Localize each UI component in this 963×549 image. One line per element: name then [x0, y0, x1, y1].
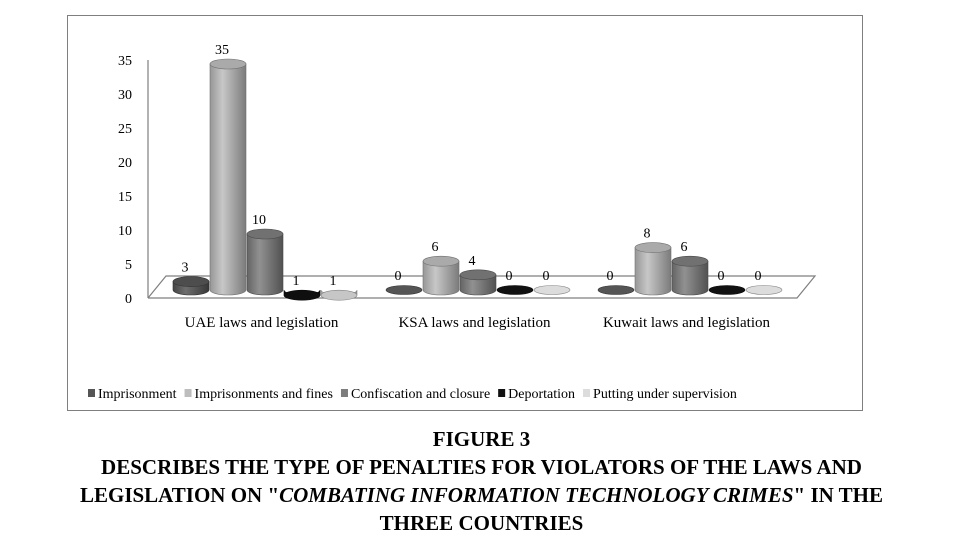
bar-top [320, 289, 358, 301]
legend-swatch [184, 389, 192, 397]
legend-label: Deportation [508, 387, 575, 402]
data-label: 3 [182, 261, 189, 276]
bar-top [634, 242, 672, 253]
bar [496, 285, 534, 295]
legend-label: Imprisonment [98, 387, 177, 402]
data-label: 0 [755, 269, 762, 284]
y-tick-label: 5 [125, 258, 132, 273]
bar-top [671, 255, 709, 267]
legend-swatch [498, 389, 506, 397]
bar [745, 285, 783, 295]
bar-top [209, 58, 247, 70]
bar-top [283, 289, 321, 301]
y-tick-label: 30 [118, 88, 132, 103]
y-tick-label: 15 [118, 190, 132, 205]
data-label: 10 [252, 213, 266, 228]
y-tick-label: 0 [125, 292, 132, 307]
figure-caption-line-3: THREE COUNTRIES [379, 511, 584, 535]
chart-frame [67, 15, 863, 411]
data-label: 0 [543, 269, 550, 284]
data-label: 0 [607, 269, 614, 284]
caption-law-title: COMBATING INFORMATION TECHNOLOGY CRIMES [279, 483, 794, 507]
y-tick-label: 35 [118, 54, 132, 69]
data-label: 4 [469, 254, 476, 269]
bar [385, 285, 423, 295]
bar [597, 285, 635, 295]
legend-label: Imprisonments and fines [195, 387, 333, 402]
bar [634, 247, 672, 296]
bar [209, 63, 247, 296]
x-category-label: KSA laws and legislation [398, 315, 551, 331]
data-label: 8 [644, 227, 651, 242]
legend-swatch [88, 389, 95, 397]
chart-floor [147, 275, 817, 299]
data-label: 1 [293, 274, 300, 289]
bar-top [246, 228, 284, 240]
figure-caption-line-2: LEGISLATION ON "COMBATING INFORMATION TE… [0, 481, 963, 509]
bar-top [422, 255, 460, 267]
data-label: 1 [330, 274, 337, 289]
bar [671, 260, 709, 296]
data-label: 0 [718, 269, 725, 284]
data-label: 6 [432, 240, 439, 255]
bar-top [172, 276, 210, 287]
bar [459, 274, 497, 296]
y-tick-label: 20 [118, 156, 132, 171]
chart-svg: 0 5 10 15 20 25 30 35 3 35 10 1 1 UAE laws and legisl… [88, 43, 817, 402]
caption-prefix: LEGISLATION ON " [79, 483, 280, 507]
legend-label: Putting under supervision [593, 387, 737, 402]
bar [533, 285, 571, 295]
y-tick-label: 10 [118, 224, 132, 239]
bar [708, 285, 746, 295]
figure-number: FIGURE 3 [432, 427, 531, 451]
data-label: 35 [215, 43, 229, 58]
x-category-label: Kuwait laws and legislation [603, 315, 771, 331]
bar [246, 233, 284, 296]
figure-caption-line-1: DESCRIBES THE TYPE OF PENALTIES FOR VIOL… [101, 455, 862, 479]
data-label: 0 [395, 269, 402, 284]
legend-label: Confiscation and closure [351, 387, 490, 402]
legend-swatch [583, 389, 591, 397]
y-tick-label: 25 [118, 122, 132, 137]
data-label: 6 [681, 240, 688, 255]
bar [422, 260, 460, 296]
caption-suffix: " IN THE [793, 483, 884, 507]
data-label: 0 [506, 269, 513, 284]
x-category-label: UAE laws and legislation [185, 315, 339, 331]
bar-top [459, 269, 497, 281]
legend-swatch [340, 389, 348, 397]
